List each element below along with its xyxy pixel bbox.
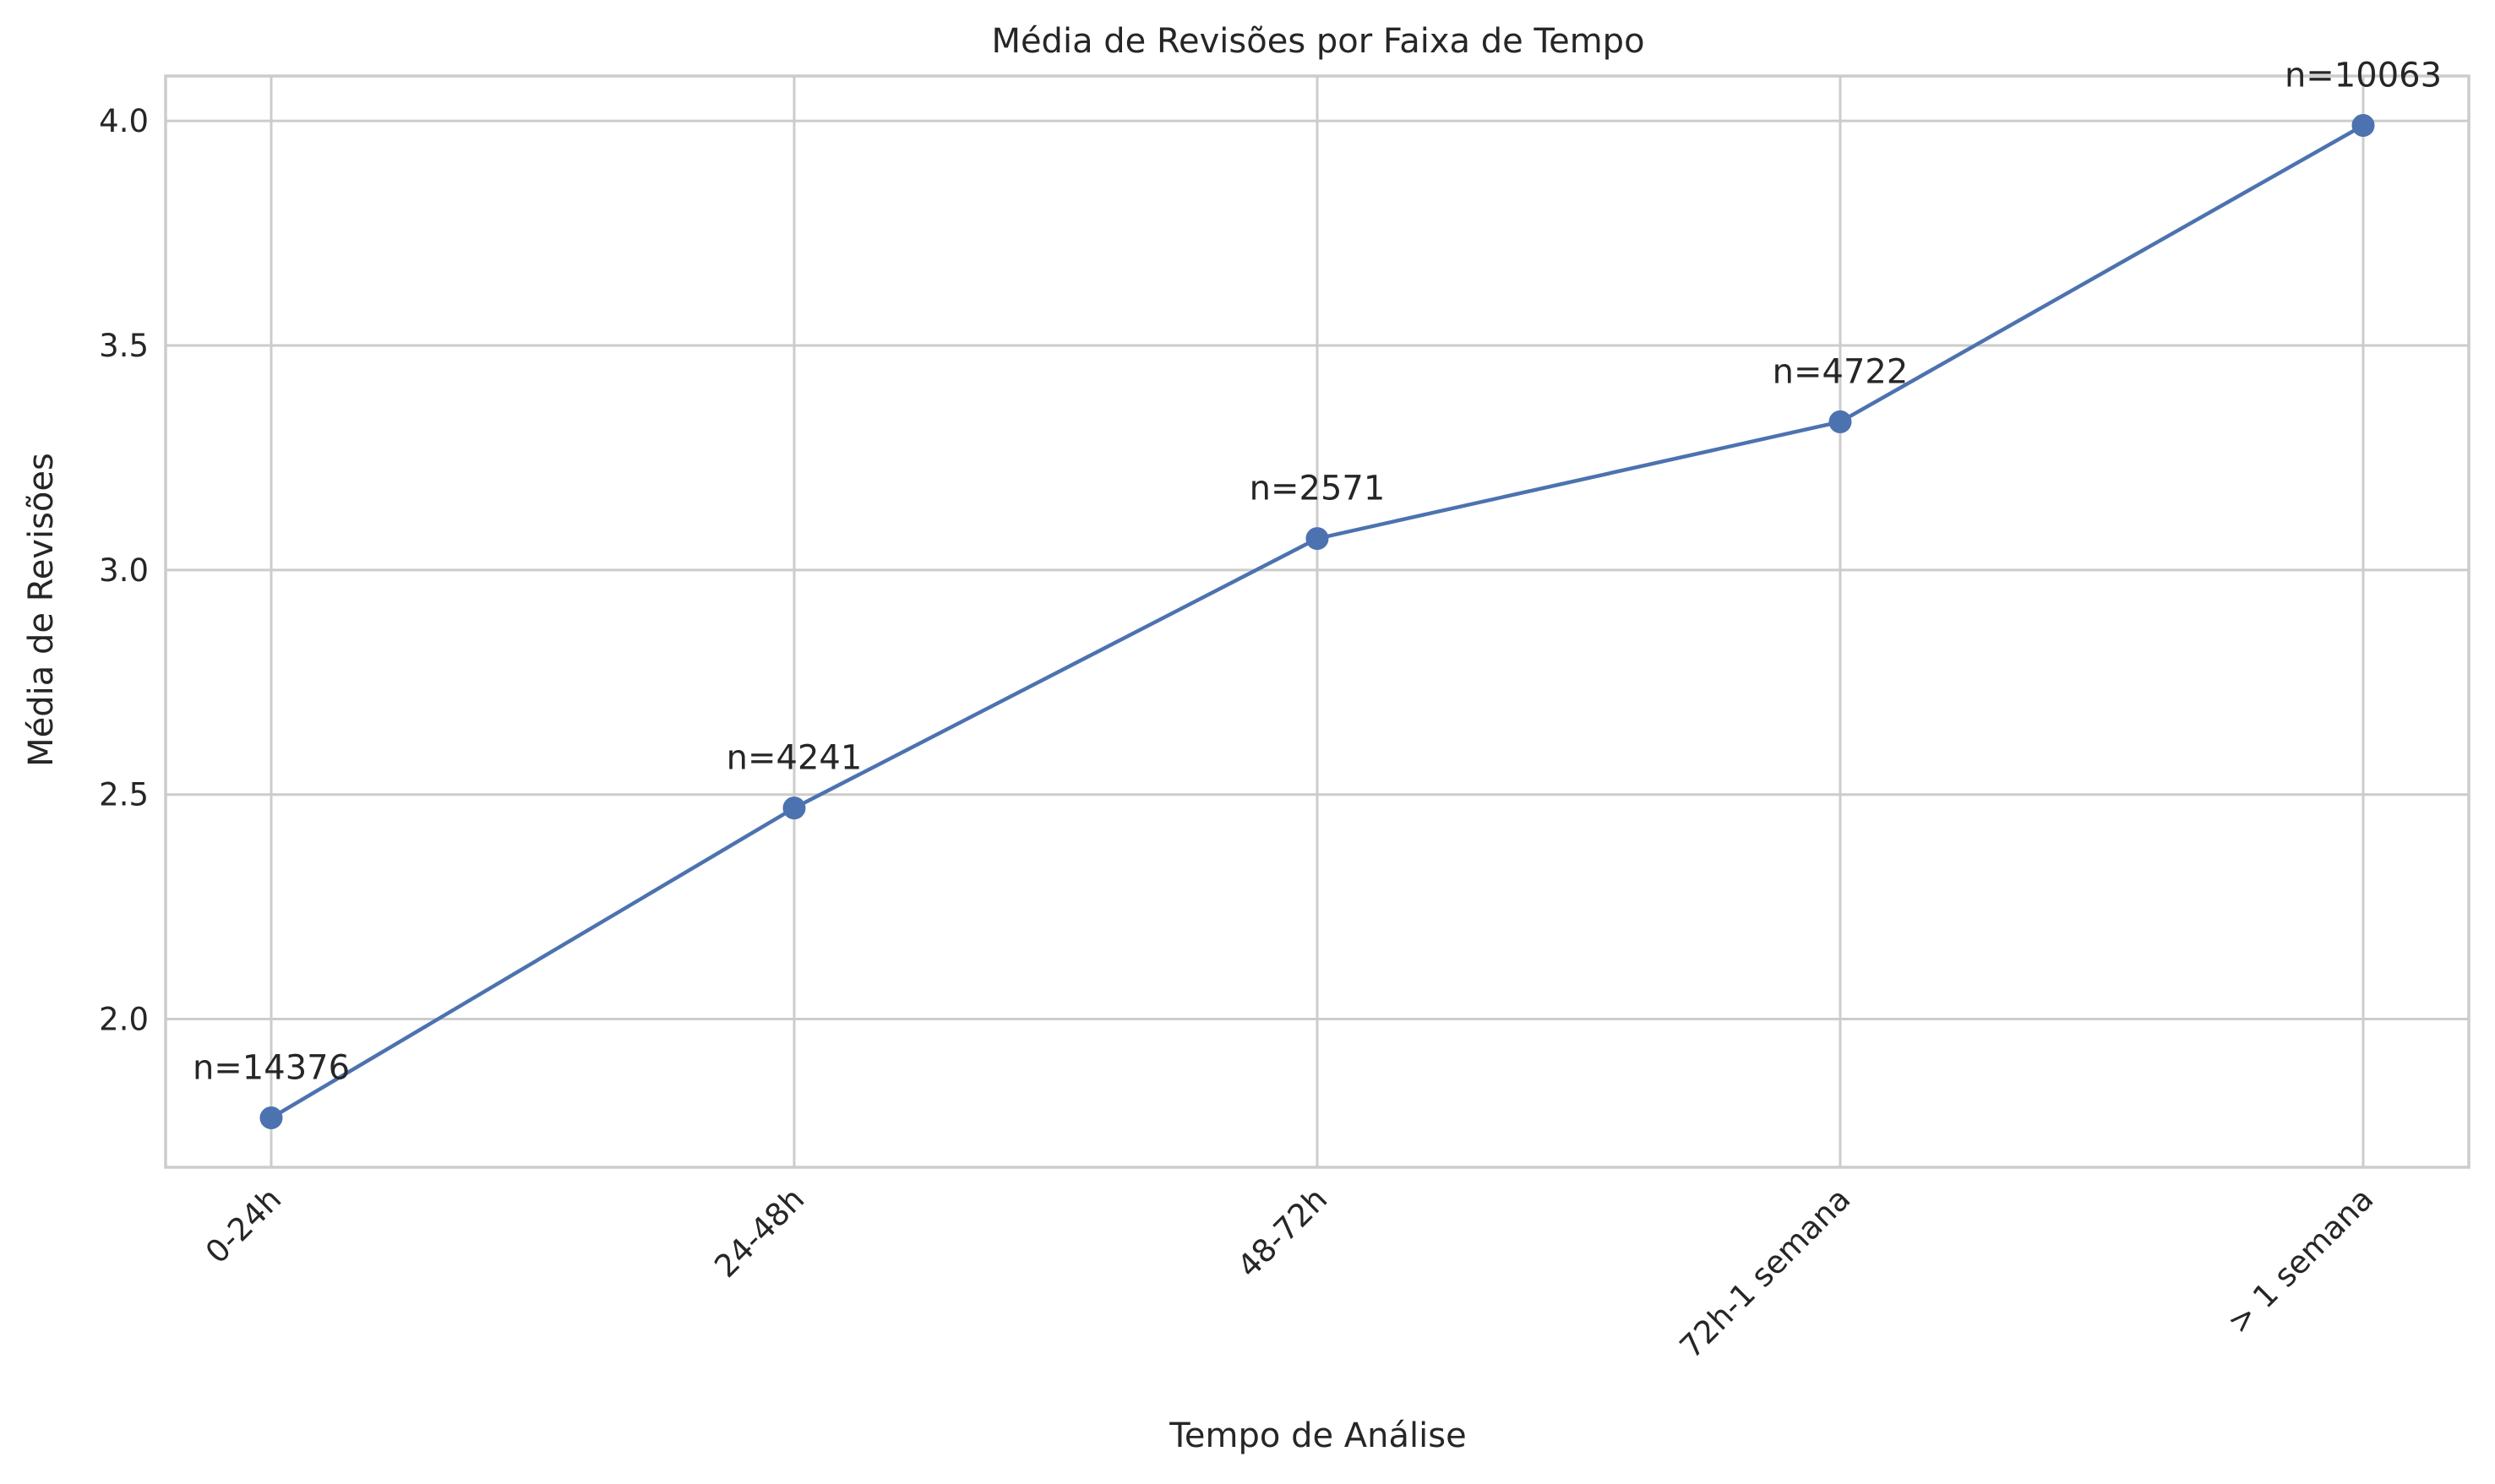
data-point — [1828, 410, 1852, 433]
chart-title: Média de Revisões por Faixa de Tempo — [991, 22, 1644, 61]
label-layer: 0-24h 24-48h 48-72h 72h-1 semana > 1 semana 2… — [99, 56, 2442, 1365]
x-tick-label: 48-72h — [1230, 1181, 1334, 1285]
data-label: n=4241 — [727, 739, 863, 778]
y-tick-label: 2.5 — [99, 777, 149, 813]
data-label: n=2571 — [1250, 470, 1386, 508]
data-label: n=10063 — [2285, 56, 2442, 95]
x-tick-label: 72h-1 semana — [1673, 1181, 1858, 1366]
y-tick-label: 2.0 — [99, 1002, 149, 1038]
x-tick-label: 24-48h — [707, 1181, 811, 1285]
x-tick-label: > 1 semana — [2220, 1181, 2380, 1340]
data-point — [782, 796, 806, 820]
y-tick-label: 3.0 — [99, 552, 149, 589]
data-point — [259, 1106, 283, 1130]
data-label: n=14376 — [193, 1049, 350, 1088]
y-tick-label: 4.0 — [99, 103, 149, 139]
grid-lines — [166, 76, 2469, 1167]
data-label: n=4722 — [1773, 352, 1909, 391]
data-point — [1305, 527, 1329, 551]
x-axis-title: Tempo de Análise — [1169, 1416, 1466, 1455]
data-point — [2351, 113, 2375, 137]
x-tick-label: 0-24h — [199, 1181, 288, 1270]
y-axis-title: Média de Revisões — [22, 453, 61, 767]
y-tick-label: 3.5 — [99, 328, 149, 364]
plot-frame — [164, 74, 2470, 1169]
series-layer — [259, 113, 2375, 1130]
